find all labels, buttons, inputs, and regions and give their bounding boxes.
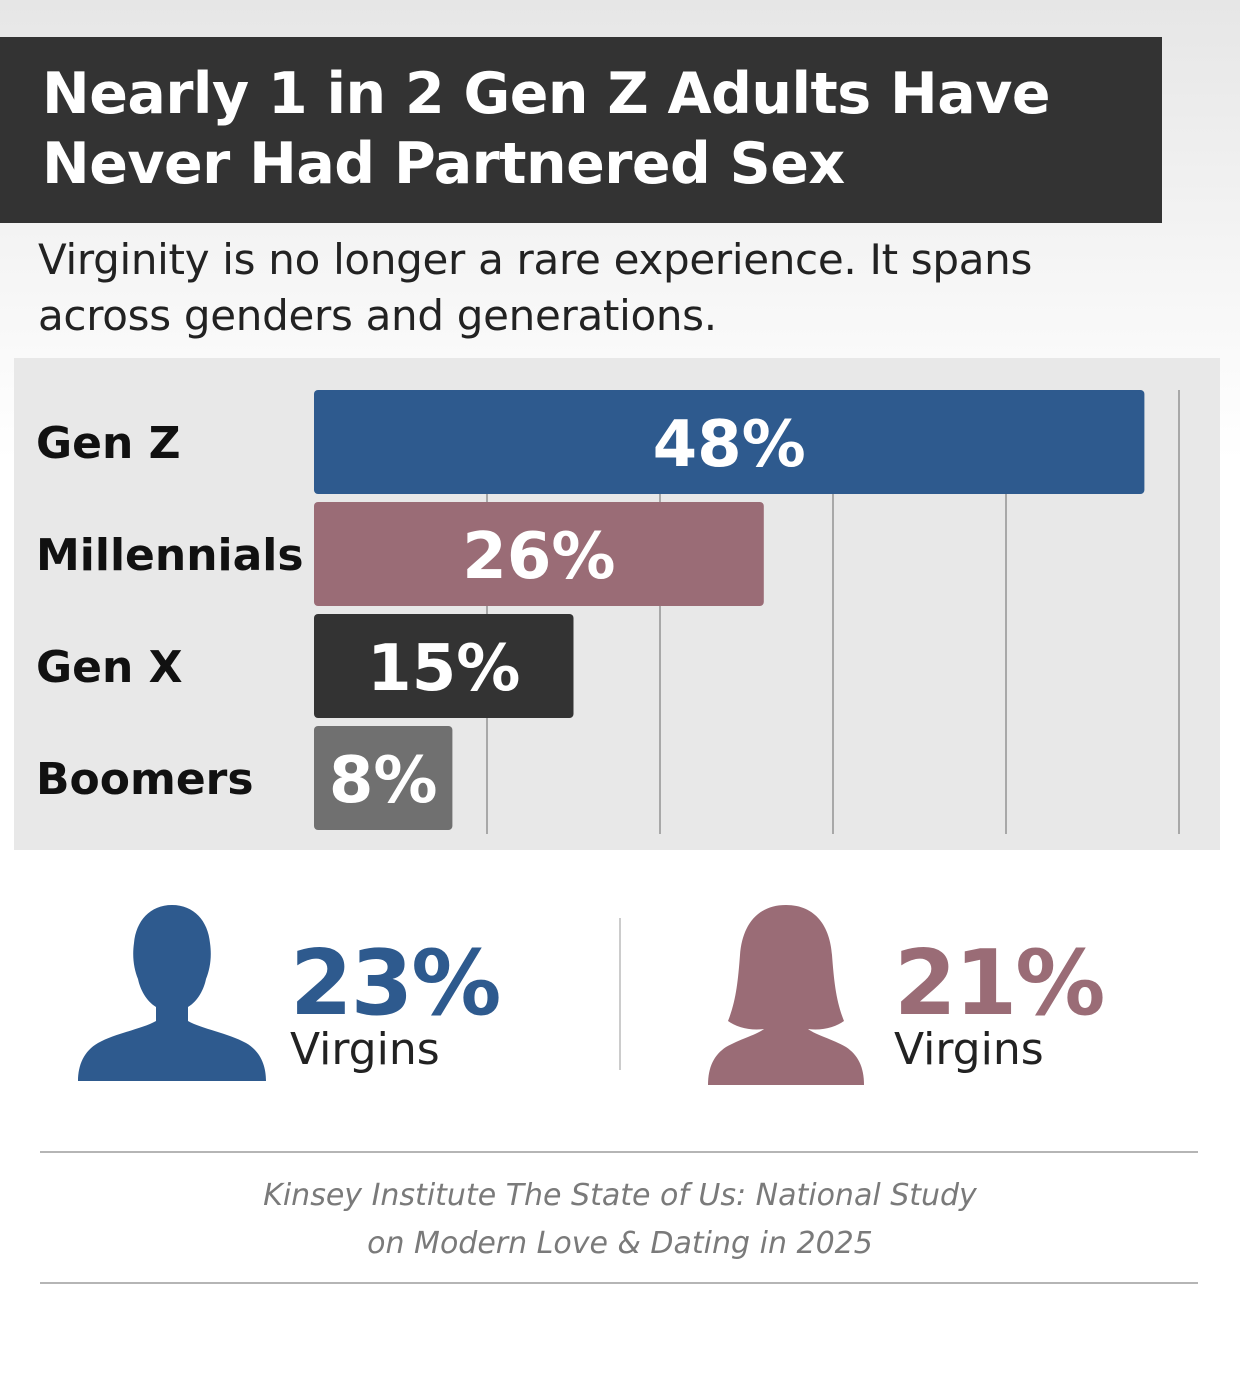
- subtitle-line-1: Virginity is no longer a rare experience…: [38, 235, 1033, 284]
- category-label: Gen X: [36, 642, 183, 693]
- stat-divider: [619, 918, 621, 1070]
- title-line-1: Nearly 1 in 2 Gen Z Adults Have: [42, 61, 1051, 127]
- title-banner: Nearly 1 in 2 Gen Z Adults Have Never Ha…: [0, 37, 1162, 223]
- men-stat-caption: Virgins: [290, 1024, 440, 1075]
- male-silhouette-icon: [78, 905, 266, 1081]
- subtitle-line-2: across genders and generations.: [38, 291, 717, 340]
- bar-value-label: 48%: [653, 408, 806, 482]
- title-line-2: Never Had Partnered Sex: [42, 131, 845, 197]
- women-stat-value: 21%: [894, 931, 1105, 1036]
- women-stat-caption: Virgins: [894, 1024, 1044, 1075]
- source-divider-bottom: [40, 1282, 1198, 1284]
- bar-value-label: 26%: [462, 520, 615, 594]
- source-divider-top: [40, 1151, 1198, 1153]
- bar-boomers: [314, 726, 453, 830]
- women-stat: 21% Virgins: [620, 895, 1220, 1095]
- bar-gen-z: [314, 390, 1145, 494]
- bar-value-label: 15%: [367, 632, 520, 706]
- category-label: Gen Z: [36, 418, 181, 469]
- page-title: Nearly 1 in 2 Gen Z Adults Have Never Ha…: [42, 59, 1162, 199]
- bar-gen-x: [314, 614, 574, 718]
- source-line-2: on Modern Love & Dating in 2025: [367, 1226, 873, 1261]
- men-stat-value: 23%: [290, 931, 501, 1036]
- men-stat: 23% Virgins: [0, 895, 600, 1095]
- bar-value-label: 8%: [329, 744, 438, 818]
- bar-chart: Gen Z 48% Millennials 26% Gen X 15% Boomers 8%: [36, 390, 1180, 834]
- female-silhouette-icon: [708, 905, 864, 1085]
- bar-chart-panel: Gen Z 48% Millennials 26% Gen X 15% Boomers 8%: [14, 358, 1220, 850]
- source-line-1: Kinsey Institute The State of Us: Nation…: [263, 1178, 977, 1213]
- subtitle: Virginity is no longer a rare experience…: [38, 232, 1138, 344]
- source-citation: Kinsey Institute The State of Us: Nation…: [0, 1172, 1240, 1268]
- category-label: Millennials: [36, 530, 304, 581]
- bar-millennials: [314, 502, 764, 606]
- category-label: Boomers: [36, 754, 254, 805]
